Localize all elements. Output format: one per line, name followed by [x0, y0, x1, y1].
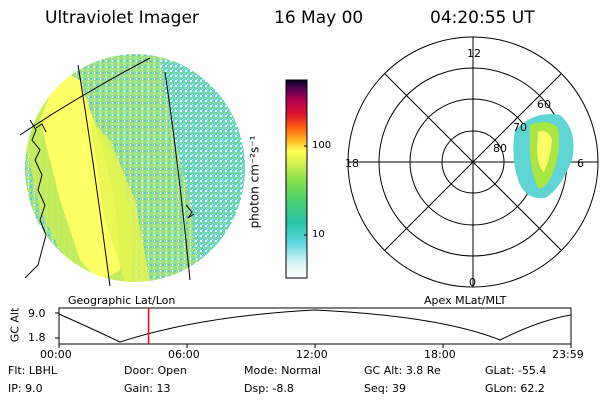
timeline-tick-1800: 18:00: [424, 348, 456, 361]
footer-mode: Mode: Normal: [244, 364, 321, 377]
footer-glat: GLat: -55.4: [485, 364, 547, 377]
timeline-tick-0600: 06:00: [168, 348, 200, 361]
mlt-label-12: 12: [467, 47, 481, 60]
gc-alt-axis-label: GC Alt: [8, 307, 22, 343]
footer-glon: GLon: 62.2: [485, 382, 545, 395]
footer-gain: Gain: 13: [124, 382, 171, 395]
colorbar-tick-100: 100: [312, 140, 332, 151]
footer-ip: IP: 9.0: [8, 382, 43, 395]
timeline-ticks: [55, 312, 572, 348]
colorbar: [285, 79, 308, 279]
timeline-tick-1200: 12:00: [296, 348, 328, 361]
mlt-label-6: 6: [577, 157, 584, 170]
footer-flt: Flt: LBHL: [8, 364, 57, 377]
geographic-caption: Geographic Lat/Lon: [68, 294, 176, 307]
instrument-title: Ultraviolet Imager: [45, 8, 199, 28]
colorbar-units-label: photon cm⁻²s⁻¹: [247, 135, 262, 229]
timeline-tick-0000: 00:00: [40, 348, 72, 361]
apex-caption: Apex MLat/MLT: [424, 294, 507, 307]
footer-seq: Seq: 39: [364, 382, 406, 395]
lat-label-70: 70: [513, 121, 527, 134]
footer-dsp: Dsp: -8.8: [244, 382, 294, 395]
colorbar-ticks: [304, 145, 307, 236]
gc-alt-tick-1-8: 1.8: [28, 331, 46, 344]
footer-door: Door: Open: [124, 364, 187, 377]
lat-label-60: 60: [537, 98, 551, 111]
colorbar-tick-10: 10: [312, 229, 325, 240]
lat-label-80: 80: [493, 142, 507, 155]
coastline: [24, 119, 195, 279]
mlt-label-0: 0: [469, 276, 476, 289]
timeline-box: [58, 307, 572, 345]
mlt-label-18: 18: [345, 157, 359, 170]
gc-alt-tick-9: 9.0: [28, 307, 46, 320]
date-label: 16 May 00: [274, 8, 364, 28]
polar-aurora: [513, 114, 574, 199]
footer-gc-alt: GC Alt: 3.8 Re: [364, 364, 441, 377]
imager-disk: [25, 54, 245, 282]
altitude-curve: [58, 309, 572, 343]
timeline-tick-2359: 23:59: [552, 348, 584, 361]
time-label: 04:20:55 UT: [430, 8, 535, 28]
